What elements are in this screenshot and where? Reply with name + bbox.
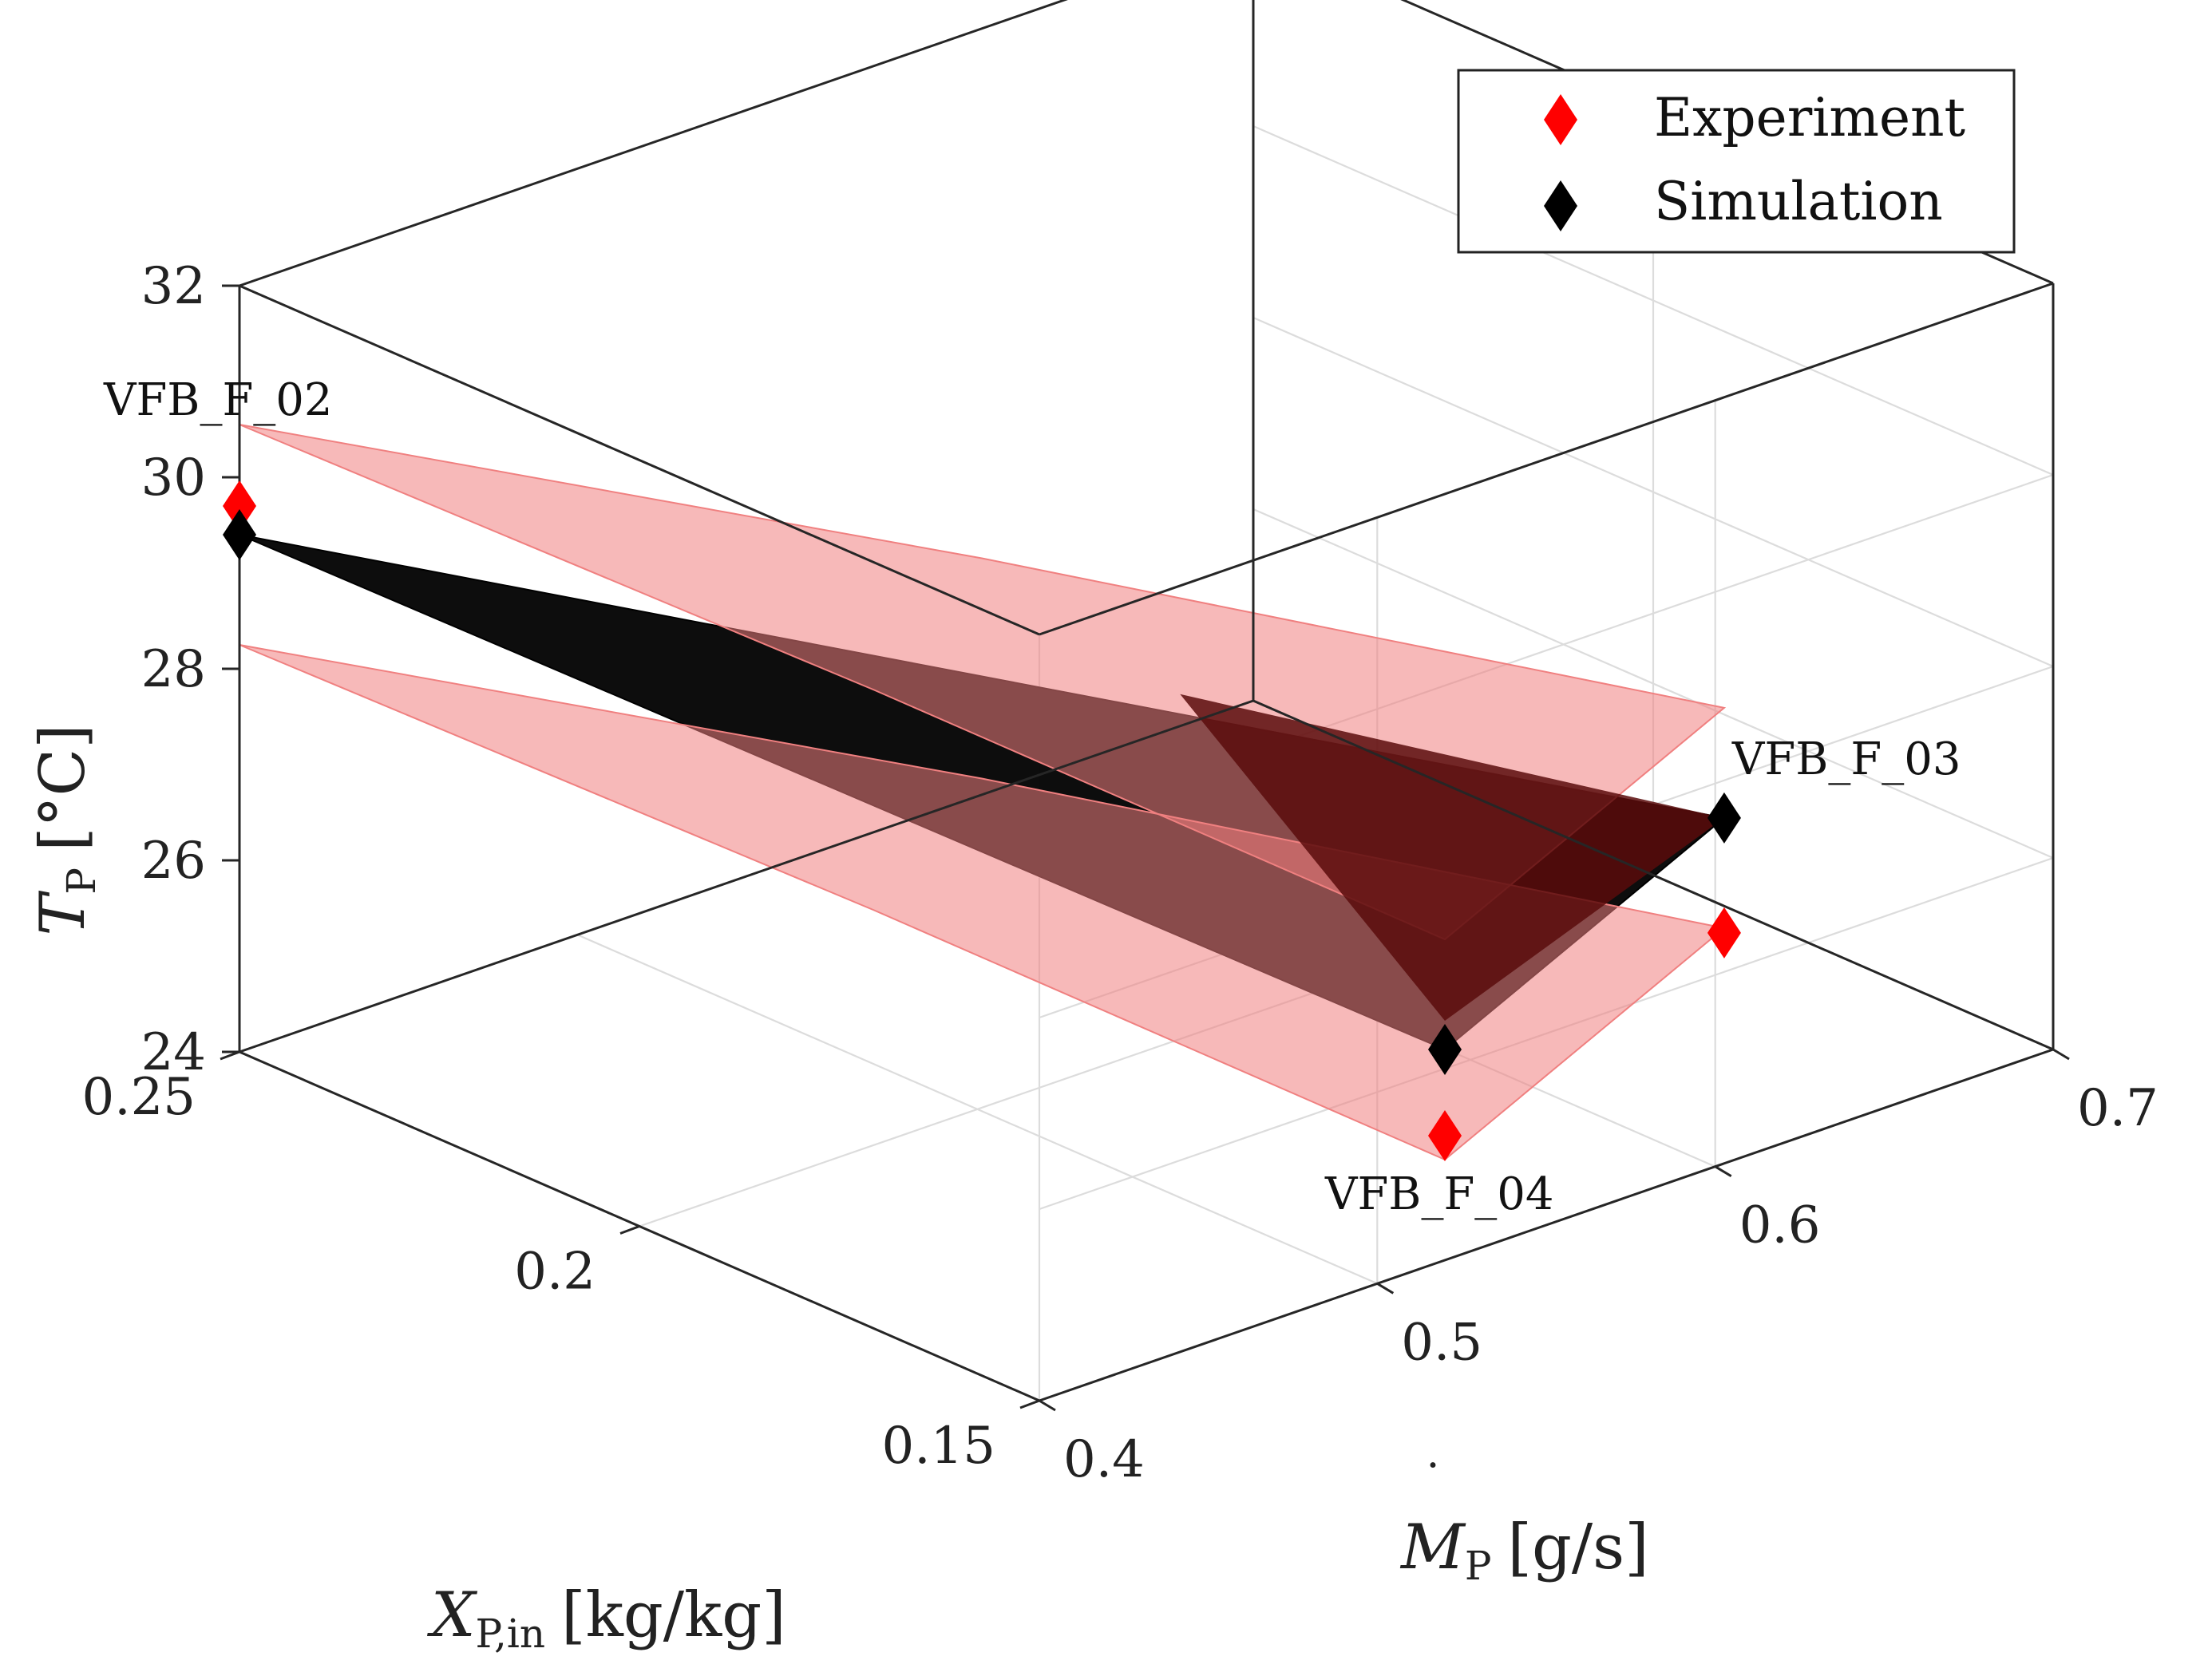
experiment-marker	[223, 480, 256, 532]
point-annotation: VFB_F_04	[1324, 1168, 1554, 1220]
x-tick-label: 0.25	[82, 1068, 196, 1127]
y-axis-label: MP [g/s]	[1399, 1512, 1649, 1589]
markers: VFB_F_02 VFB_F_04 VFB_F_03	[103, 374, 1961, 1220]
axis-labels: TP[°C] XP,in [kg/kg] MP [g/s] ˙	[27, 724, 1649, 1657]
grid-sidewall-z	[1252, 508, 2054, 860]
legend-experiment-label: Experiment	[1654, 87, 1965, 148]
simulation-marker	[1428, 1024, 1462, 1075]
simulation-marker	[1707, 792, 1741, 844]
z-tick-label: 30	[141, 449, 206, 508]
point-annotation: VFB_F_02	[103, 374, 333, 426]
y-tick-mark	[1376, 1283, 1395, 1295]
legend: Experiment Simulation	[1457, 69, 2016, 254]
grid-floor-y	[576, 934, 1378, 1285]
point-annotation: VFB_F_03	[1731, 733, 1961, 785]
z-axis-label: TP[°C]	[27, 724, 105, 935]
x-tick-mark	[220, 1050, 240, 1061]
y-tick-label: 0.7	[2077, 1079, 2159, 1138]
tick-labels: 24 26 28 30 32 0.15 0.2 0.25 0.4 0.5 0.6 0.7	[82, 257, 2159, 1489]
box-edge	[1039, 282, 2054, 636]
y-tick-mark	[2052, 1048, 2070, 1061]
z-tick-label: 24	[141, 1023, 206, 1082]
grid-sidewall-z	[1252, 125, 2054, 476]
experiment-marker	[1428, 1110, 1462, 1161]
x-tick-mark	[1019, 1399, 1040, 1409]
overlap-surface	[1180, 694, 1724, 1021]
box-edge	[239, 0, 1068, 287]
x-tick-mark	[619, 1225, 640, 1235]
y-tick-mark	[1714, 1165, 1732, 1177]
legend-experiment-marker	[1544, 94, 1577, 145]
z-tick-label: 28	[141, 640, 206, 699]
box-edge	[1252, 699, 2054, 1051]
grid-sidewall-z	[1252, 316, 2054, 668]
y-tick-label: 0.5	[1401, 1313, 1482, 1372]
legend-simulation-marker	[1544, 180, 1577, 231]
z-tick-label: 26	[141, 832, 206, 891]
y-axis-line	[1039, 1048, 2054, 1402]
box-edge	[239, 699, 1254, 1053]
simulation-marker	[223, 509, 256, 560]
legend-box	[1457, 69, 2016, 254]
experiment-marker	[1707, 907, 1741, 959]
y-tick-label: 0.4	[1063, 1430, 1145, 1489]
y-tick-label: 0.6	[1739, 1196, 1821, 1255]
legend-simulation-label: Simulation	[1654, 171, 1943, 232]
y-tick-mark	[1039, 1399, 1056, 1412]
lower-bound-surface	[239, 644, 1727, 1161]
box-edge	[239, 284, 1040, 636]
y-label-dot: ˙	[1421, 1455, 1445, 1511]
z-tick-label: 32	[141, 257, 206, 316]
x-tick-label: 0.2	[514, 1243, 596, 1302]
x-tick-label: 0.15	[882, 1417, 996, 1476]
x-axis-label: XP,in [kg/kg]	[426, 1579, 786, 1657]
surfaces	[239, 424, 1727, 1161]
